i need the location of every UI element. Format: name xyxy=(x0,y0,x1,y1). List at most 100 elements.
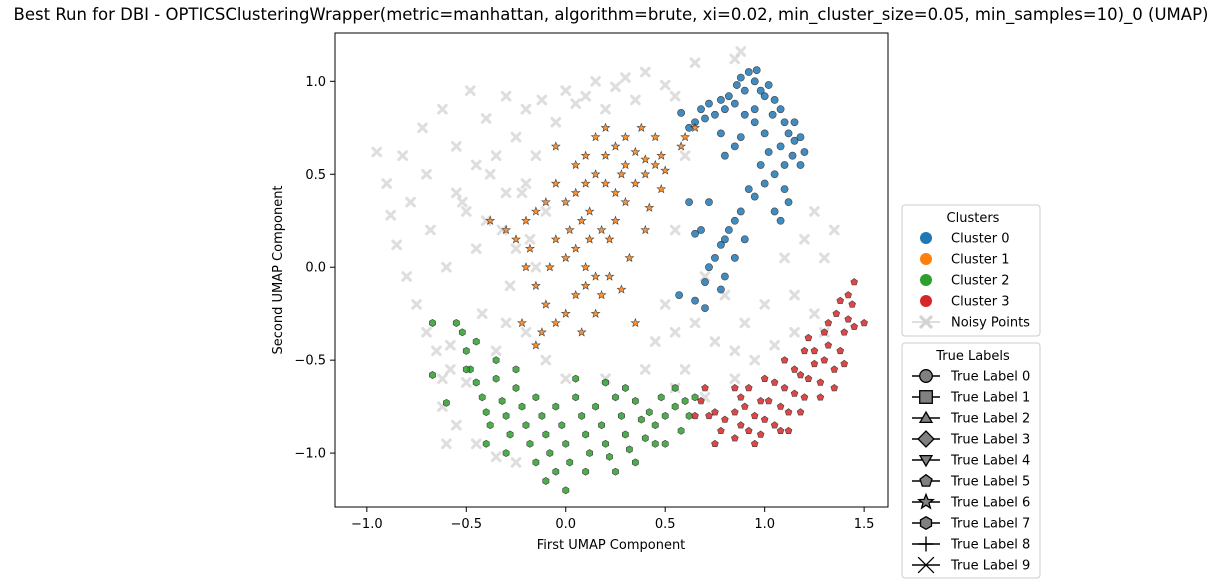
cluster-3-point xyxy=(764,397,773,405)
noisy-points-point xyxy=(460,206,472,217)
noisy-points-point xyxy=(560,85,572,96)
cluster-0-point xyxy=(776,142,785,151)
clusters-legend-title: Clusters xyxy=(947,211,1000,226)
cluster-3-point xyxy=(760,415,769,423)
noisy-points-point xyxy=(500,187,512,199)
noisy-points-point xyxy=(456,196,468,208)
cluster-1-point xyxy=(590,131,601,142)
cluster-0-point xyxy=(736,207,745,216)
noisy-points-point xyxy=(411,299,422,310)
cluster-3-point xyxy=(780,384,789,392)
triangle-up-marker-icon xyxy=(918,410,934,424)
cluster-3-point xyxy=(850,322,858,330)
cluster-3-point xyxy=(804,374,813,383)
noisy-points-point xyxy=(610,81,621,93)
cluster-1-point xyxy=(580,262,591,272)
cluster-0-point xyxy=(730,99,739,108)
cluster-3-point xyxy=(820,356,829,364)
cluster-1-point xyxy=(656,150,667,160)
noisy-points-point xyxy=(536,94,548,106)
noisy-points-point xyxy=(739,317,751,329)
cluster-3-point xyxy=(697,397,705,405)
cluster-0-point xyxy=(717,129,725,138)
cluster-3-point xyxy=(830,365,839,373)
cluster-1-point xyxy=(590,271,601,281)
cluster-2-point xyxy=(631,458,639,467)
y-tick-label: 1.0 xyxy=(305,75,326,90)
noisy-points-point xyxy=(659,79,671,91)
noisy-points-point xyxy=(421,326,432,338)
cluster-2-point xyxy=(429,319,436,327)
cluster-2-point xyxy=(625,445,633,454)
cluster-1-point xyxy=(640,224,651,235)
noisy-points-point xyxy=(371,146,383,158)
noisy-points-point xyxy=(476,308,488,320)
cluster-0-point xyxy=(720,105,729,114)
cluster-2-point xyxy=(542,477,550,485)
plus-marker-icon xyxy=(918,536,934,552)
cluster-2-point xyxy=(552,467,560,476)
cluster-1-point xyxy=(650,159,661,170)
noisy-points-point xyxy=(470,159,482,171)
cluster-2-point xyxy=(472,337,480,346)
noisy-points-point xyxy=(659,299,671,310)
noisy-points-point xyxy=(570,98,582,109)
cluster-1-point xyxy=(600,122,611,133)
cluster-2-point xyxy=(442,398,450,407)
cluster-2-point xyxy=(612,467,619,476)
cluster-0-point xyxy=(685,198,693,207)
plot-frame xyxy=(334,32,889,508)
cluster-2-point xyxy=(498,397,506,405)
x-tick-label: 1.5 xyxy=(854,517,875,532)
cluster-1-point xyxy=(660,165,671,175)
cluster-3-point xyxy=(784,408,793,416)
cluster-3-point xyxy=(816,378,825,386)
cluster-1-point xyxy=(580,178,591,188)
cluster-3-point xyxy=(750,439,759,448)
noisy-points-point xyxy=(540,206,552,217)
cluster-0-point xyxy=(697,105,705,114)
cluster-2-point xyxy=(518,402,526,411)
noisy-points-point xyxy=(759,299,771,310)
true-labels-legend-title: True Labels xyxy=(935,349,1010,364)
cluster-3-point xyxy=(741,402,749,410)
noisy-points-point xyxy=(699,271,711,282)
noisy-points-point xyxy=(669,224,681,236)
cluster-2-point xyxy=(671,402,679,411)
cluster-1-point xyxy=(676,141,687,151)
cluster-1-point xyxy=(590,169,601,179)
cluster-1-point xyxy=(610,141,621,151)
cluster-1-point xyxy=(610,187,621,198)
cluster-0-point xyxy=(784,198,793,207)
noisy-points-point xyxy=(510,457,522,468)
y-axis-ticks: −1.0 −0.5 0.0 0.5 1.0 xyxy=(294,75,335,462)
noisy-points-point xyxy=(464,85,476,96)
cluster-2-point xyxy=(429,371,436,379)
noisy-points-point xyxy=(437,103,448,115)
cluster-2-point xyxy=(598,421,606,430)
cluster-2-point xyxy=(651,421,659,430)
cluster-0-point xyxy=(768,110,777,119)
cluster-1-point xyxy=(580,280,591,291)
cluster-3-point xyxy=(784,426,793,435)
noisy-points-point xyxy=(649,336,661,347)
noisy-points-point xyxy=(689,57,701,69)
noisy-points-point xyxy=(620,72,631,83)
cluster-3-swatch-icon xyxy=(920,295,932,307)
cluster-1-point xyxy=(536,327,547,337)
noisy-points-point xyxy=(516,187,528,199)
cluster-2-point xyxy=(592,402,600,411)
noisy-points-point xyxy=(510,131,522,143)
noisy-points-point xyxy=(391,239,403,251)
legend-label: Cluster 3 xyxy=(951,295,1010,310)
cluster-3-point xyxy=(770,378,779,386)
cluster-0-point xyxy=(780,185,789,194)
noisy-points-point xyxy=(735,46,747,57)
cluster-2-point xyxy=(612,393,619,402)
pentagon-marker-icon xyxy=(919,473,933,487)
cluster-2-point xyxy=(677,426,685,435)
cluster-3-point xyxy=(776,402,785,410)
x-marker-icon xyxy=(917,556,935,574)
cluster-3-point xyxy=(840,359,849,368)
cluster-2-point xyxy=(462,346,470,355)
